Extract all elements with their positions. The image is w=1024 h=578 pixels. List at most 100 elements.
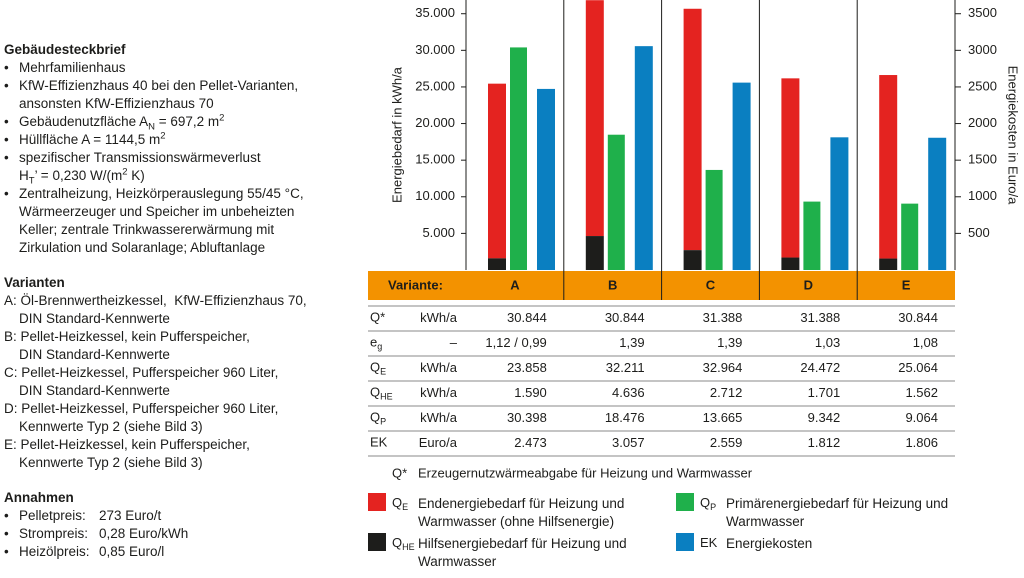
symbol: Q — [370, 385, 380, 400]
category-label: C — [706, 277, 716, 292]
category-label: A — [510, 277, 520, 292]
assumption-value: 0,28 Euro/kWh — [99, 526, 189, 541]
bar — [585, 0, 604, 237]
bar — [901, 203, 919, 270]
legend-symbol: EK — [700, 535, 718, 550]
list-item: • Hüllfläche A = 1144,5 m2 — [4, 131, 359, 149]
line: A: Öl-Brennwertheizkessel, KfW-Effizienz… — [4, 293, 307, 308]
assumption-value: 273 Euro/t — [99, 508, 162, 523]
symbol: EK — [370, 435, 388, 450]
category-label: B — [608, 277, 617, 292]
line: spezifischer Transmissionswärmeverlust — [19, 150, 261, 165]
bullet: • — [4, 60, 9, 75]
symbol-subscript: E — [402, 502, 408, 512]
table-cell: 1.590 — [514, 385, 547, 400]
assumption-label: Strompreis: — [19, 526, 89, 541]
table-cell: 30.398 — [507, 410, 547, 425]
line: DIN Standard-Kennwerte — [19, 347, 170, 362]
table-cell: 1,12 / 0,99 — [485, 335, 546, 350]
line: DIN Standard-Kennwerte — [19, 311, 170, 326]
row-label: QHE — [370, 385, 393, 402]
table-cell: 2.712 — [710, 385, 743, 400]
subscript: T — [28, 175, 35, 187]
section: Gebäudesteckbrief • Mehrfamilienhaus • KfW-E… — [4, 41, 359, 257]
bar — [607, 134, 625, 270]
table-cell: 1.806 — [905, 435, 938, 450]
symbol: EK — [700, 535, 718, 550]
list-item: • Zentralheizung, Heizkörperauslegung 55/… — [4, 185, 359, 257]
bar — [488, 83, 506, 259]
table-cell: 1,39 — [619, 335, 644, 350]
list-item: • Mehrfamilienhaus — [4, 59, 359, 77]
y-tick-label: 5.000 — [422, 225, 455, 240]
row-label: eg — [370, 335, 382, 352]
line: Strompreis: 0,28 Euro/kWh — [19, 525, 359, 543]
symbol: Q — [370, 360, 380, 375]
bullet: • — [4, 132, 9, 147]
text: K) — [127, 168, 145, 183]
bar — [634, 46, 653, 270]
symbol: Q — [392, 535, 402, 550]
y2-tick-label: 1500 — [968, 152, 997, 167]
line: HT’ = 0,230 W/(m2 K) — [19, 167, 359, 187]
symbol: e — [370, 335, 377, 350]
line: Kennwerte Typ 2 (siehe Bild 3) — [19, 419, 203, 434]
superscript: 2 — [160, 130, 166, 142]
table-cell: 2.473 — [514, 435, 547, 450]
y-tick-label: 25.000 — [415, 78, 455, 93]
row-label: Q* — [370, 310, 385, 325]
line: Pelletpreis: 273 Euro/t — [19, 507, 359, 525]
symbol: Q — [370, 410, 380, 425]
table-cell: 31.388 — [703, 310, 743, 325]
table-cell: 2.559 — [710, 435, 743, 450]
table-cell: 1,08 — [913, 335, 938, 350]
symbol-subscript: HE — [402, 542, 415, 552]
table-cell: 1.812 — [808, 435, 841, 450]
y2-tick-label: 500 — [968, 225, 990, 240]
symbol-subscript: P — [380, 417, 386, 427]
y-tick-label: 10.000 — [415, 188, 455, 203]
legend-text: Primärenergiebedarf für Heizung und Warm… — [726, 496, 949, 529]
y-axis-label: Energiebedarf in kWh/a — [389, 66, 404, 203]
line: E: Pellet-Heizkessel, kein Pufferspeiche… — [4, 437, 250, 452]
bullet: • — [4, 544, 9, 559]
row-unit: kWh/a — [420, 360, 458, 375]
section-title: Gebäudesteckbrief — [4, 42, 126, 57]
y-tick-label: 35.000 — [415, 5, 455, 20]
row-label: QP — [370, 410, 386, 427]
line: Mehrfamilienhaus — [19, 60, 126, 75]
text: Gebäudenutzfläche A — [19, 114, 149, 129]
bar — [683, 250, 702, 270]
footnote: Erzeugernutzwärmeabgabe für Heizung und … — [418, 465, 753, 480]
row-unit: – — [450, 335, 458, 350]
list-item: • Strompreis: 0,28 Euro/kWh — [4, 525, 359, 543]
table-cell: 1,03 — [815, 335, 840, 350]
y2-tick-label: 1000 — [968, 188, 997, 203]
bar — [683, 8, 702, 251]
legend-symbol: QHE — [392, 535, 415, 552]
line: Hüllfläche A = 1144,5 m2 — [19, 131, 359, 149]
bullet: • — [4, 114, 9, 129]
table-cell: 30.844 — [507, 310, 547, 325]
bar — [488, 258, 506, 270]
list-item: • KfW-Effizienzhaus 40 bei den Pellet-Var… — [4, 77, 359, 113]
y2-tick-label: 2000 — [968, 115, 997, 130]
bar — [781, 257, 800, 270]
line: ansonsten KfW-Effizienzhaus 70 — [19, 96, 214, 111]
y-tick-label: 20.000 — [415, 115, 455, 130]
legend-swatch — [676, 533, 694, 551]
list-item: • Pelletpreis: 273 Euro/t — [4, 507, 359, 525]
table-cell: 1,39 — [717, 335, 742, 350]
table-cell: 13.665 — [703, 410, 743, 425]
bar — [781, 78, 800, 258]
list-item: C: Pellet-Heizkessel, Pufferspeicher 960… — [4, 364, 359, 400]
line: Wärmeerzeuger und Speicher im unbeheizte… — [19, 204, 295, 219]
legend-text: Energiekosten — [726, 536, 813, 551]
table-cell: 9.342 — [808, 410, 841, 425]
row-label: QE — [370, 360, 386, 377]
row-unit: kWh/a — [420, 410, 458, 425]
legend-swatch — [368, 533, 386, 551]
table-cell: 18.476 — [605, 410, 645, 425]
